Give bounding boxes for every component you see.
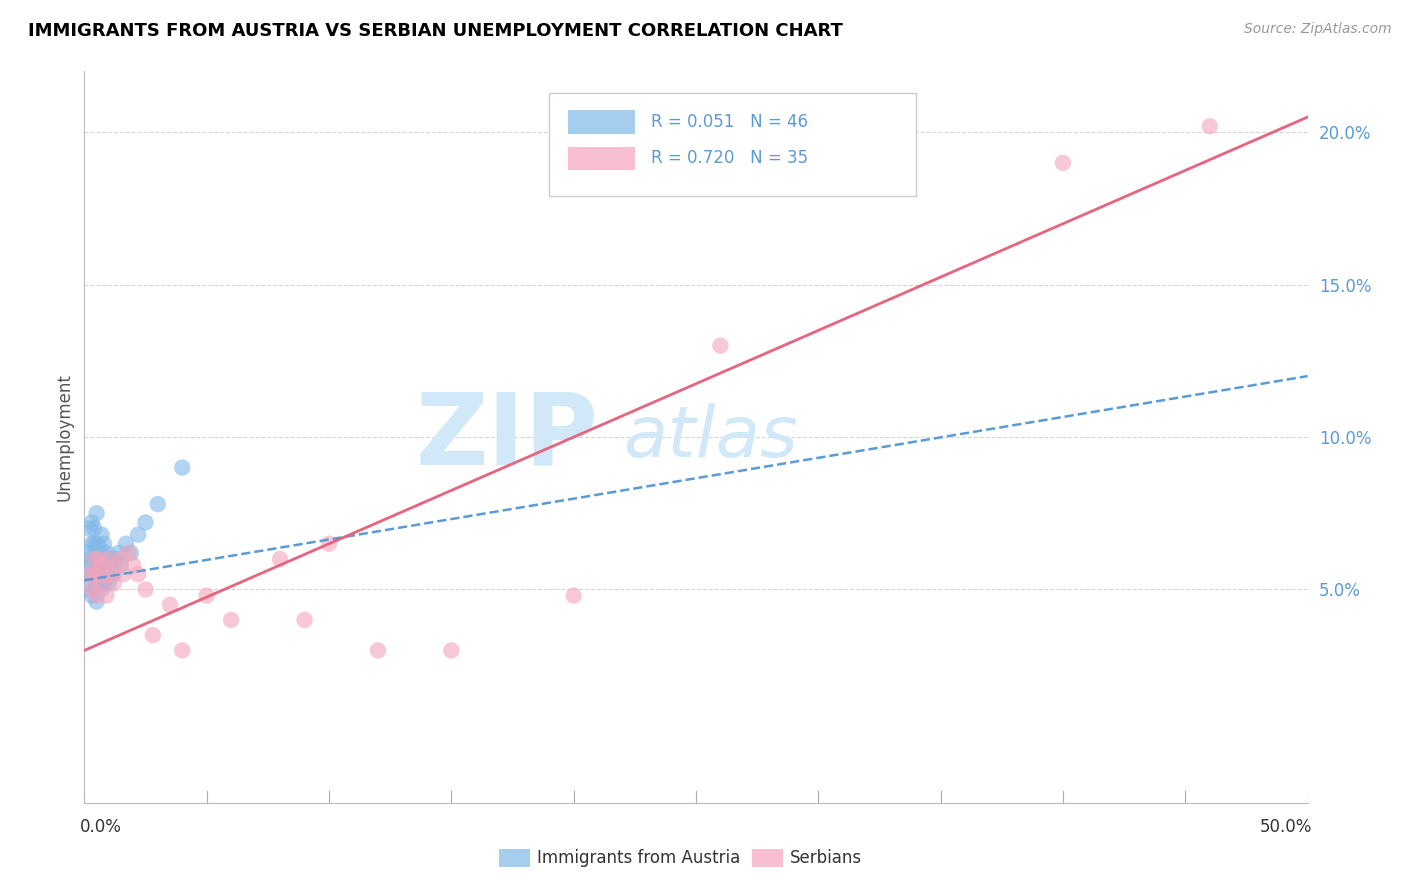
- Point: [90, 527, 112, 541]
- Point: [97, 552, 120, 566]
- Point: [135, 582, 157, 597]
- Text: Serbians: Serbians: [790, 849, 862, 867]
- Point: [172, 643, 194, 657]
- Point: [96, 589, 118, 603]
- Text: ZIP: ZIP: [415, 389, 598, 485]
- Point: [80, 537, 103, 551]
- Point: [93, 576, 115, 591]
- Y-axis label: Unemployment: Unemployment: [55, 373, 73, 501]
- Point: [107, 546, 129, 560]
- Point: [80, 567, 103, 582]
- FancyBboxPatch shape: [568, 146, 636, 170]
- Point: [120, 546, 142, 560]
- Point: [83, 537, 105, 551]
- Text: atlas: atlas: [623, 402, 797, 472]
- Point: [93, 558, 115, 573]
- Point: [103, 567, 125, 582]
- Point: [87, 558, 110, 573]
- Point: [90, 567, 112, 582]
- Point: [83, 567, 105, 582]
- Point: [117, 546, 139, 560]
- Text: Source: ZipAtlas.com: Source: ZipAtlas.com: [1244, 22, 1392, 37]
- Point: [97, 552, 120, 566]
- Point: [86, 567, 108, 582]
- Text: R = 0.720   N = 35: R = 0.720 N = 35: [651, 149, 808, 168]
- Point: [86, 506, 108, 520]
- Point: [100, 558, 122, 573]
- Point: [87, 576, 110, 591]
- Point: [77, 521, 100, 535]
- Point: [80, 582, 103, 597]
- Point: [142, 628, 165, 642]
- Point: [112, 567, 135, 582]
- Point: [90, 552, 112, 566]
- Point: [1198, 119, 1220, 133]
- Point: [135, 516, 157, 530]
- Point: [105, 552, 128, 566]
- Point: [122, 558, 145, 573]
- Text: IMMIGRANTS FROM AUSTRIA VS SERBIAN UNEMPLOYMENT CORRELATION CHART: IMMIGRANTS FROM AUSTRIA VS SERBIAN UNEMP…: [28, 22, 844, 40]
- Point: [127, 567, 149, 582]
- Point: [83, 582, 105, 597]
- Point: [105, 558, 128, 573]
- Point: [93, 537, 115, 551]
- Point: [80, 558, 103, 573]
- Point: [159, 598, 181, 612]
- Point: [86, 589, 108, 603]
- Point: [76, 546, 98, 560]
- Point: [83, 552, 105, 566]
- Point: [195, 589, 218, 603]
- Point: [83, 521, 105, 535]
- Point: [96, 546, 118, 560]
- Point: [77, 567, 100, 582]
- Point: [86, 552, 108, 566]
- Point: [318, 537, 340, 551]
- Point: [90, 582, 112, 597]
- Point: [87, 552, 110, 566]
- Text: R = 0.051   N = 46: R = 0.051 N = 46: [651, 112, 807, 131]
- Point: [172, 460, 194, 475]
- Point: [77, 552, 100, 566]
- Point: [709, 338, 731, 352]
- Point: [269, 552, 291, 566]
- Point: [96, 567, 118, 582]
- Point: [367, 643, 389, 657]
- FancyBboxPatch shape: [550, 94, 917, 195]
- Point: [80, 589, 103, 603]
- Point: [86, 537, 108, 551]
- Point: [93, 567, 115, 582]
- Point: [83, 567, 105, 582]
- Point: [90, 558, 112, 573]
- Point: [219, 613, 242, 627]
- Point: [110, 552, 132, 566]
- Point: [87, 540, 110, 554]
- Point: [80, 516, 103, 530]
- Text: Immigrants from Austria: Immigrants from Austria: [537, 849, 741, 867]
- Point: [86, 579, 108, 593]
- Point: [115, 537, 138, 551]
- Point: [86, 594, 108, 608]
- Point: [294, 613, 316, 627]
- Point: [100, 567, 122, 582]
- Point: [146, 497, 169, 511]
- Point: [103, 576, 125, 591]
- Point: [1052, 155, 1074, 169]
- Text: 50.0%: 50.0%: [1260, 818, 1312, 836]
- Point: [87, 576, 110, 591]
- FancyBboxPatch shape: [568, 110, 636, 134]
- Point: [83, 552, 105, 566]
- Point: [77, 567, 100, 582]
- Point: [127, 527, 149, 541]
- Point: [440, 643, 463, 657]
- Point: [76, 582, 98, 597]
- Point: [86, 564, 108, 578]
- Point: [110, 558, 132, 573]
- Text: 0.0%: 0.0%: [80, 818, 121, 836]
- Point: [97, 576, 120, 591]
- Point: [562, 589, 585, 603]
